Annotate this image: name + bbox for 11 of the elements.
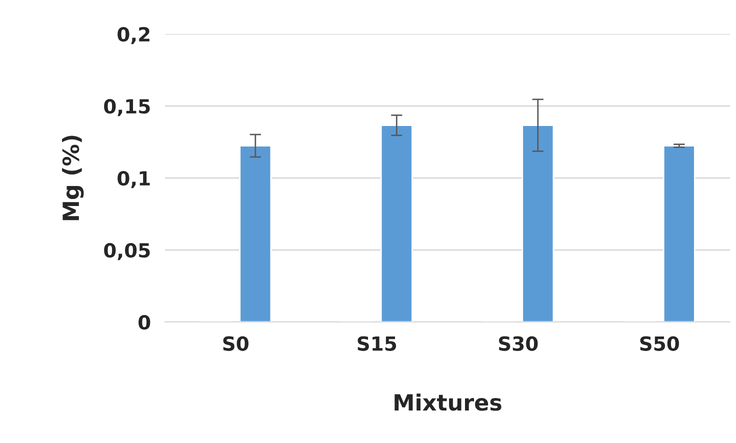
y-tick-label: 0,15 [104,98,150,116]
x-tick-label: S0 [223,336,248,351]
y-tick-label: 0,05 [104,242,150,260]
x-tick-label: S15 [358,336,396,351]
x-axis-title: Mixtures [394,394,502,411]
y-axis-title: Mg (%) [62,136,84,220]
y-tick-label: 0,2 [118,26,150,44]
y-tick-label: 0 [138,314,150,330]
y-tick-label: 0,1 [118,170,150,188]
x-tick-label: S30 [498,336,538,351]
x-tick-label: S50 [640,336,679,351]
